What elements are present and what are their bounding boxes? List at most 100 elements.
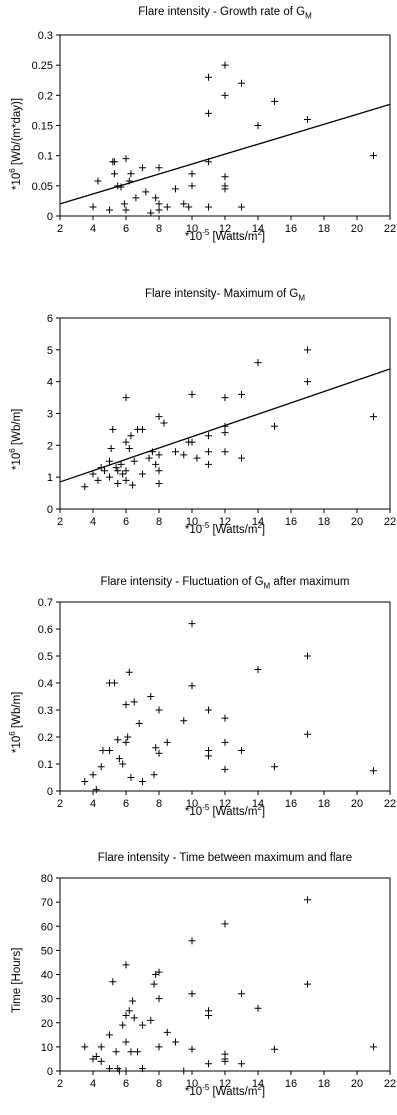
y-tick-label: 5 — [47, 345, 53, 357]
x-tick-label: 16 — [285, 798, 297, 810]
data-point — [94, 476, 102, 484]
x-tick-label: 18 — [318, 798, 330, 810]
data-point — [130, 457, 138, 465]
data-point — [205, 203, 212, 211]
x-tick-label: 12 — [219, 223, 231, 235]
data-point — [106, 473, 113, 481]
data-point — [160, 419, 168, 427]
x-tick-label: 14 — [252, 798, 264, 810]
data-point — [155, 706, 163, 714]
y-axis-label: *106 [Wb/(m*day)] — [8, 97, 23, 190]
data-point — [304, 378, 311, 386]
data-point — [155, 1043, 163, 1051]
data-point — [188, 182, 196, 190]
x-tick-label: 20 — [351, 798, 363, 810]
x-axis-label: *10-5 [Watts/m2] — [184, 521, 266, 536]
data-point — [172, 185, 179, 193]
data-point — [122, 394, 130, 402]
data-point — [188, 390, 196, 398]
data-point — [124, 733, 132, 741]
trend-line — [59, 103, 391, 205]
data-point — [238, 747, 245, 754]
data-point — [205, 158, 212, 166]
x-tick-label: 22 — [384, 516, 396, 528]
data-point — [92, 1053, 100, 1061]
data-point — [127, 774, 135, 781]
data-point — [119, 470, 127, 478]
x-tick-label: 6 — [123, 798, 129, 810]
data-point — [110, 679, 118, 687]
y-tick-label: 6 — [47, 313, 53, 325]
data-point — [122, 961, 130, 969]
y-tick-label: 1 — [47, 472, 53, 484]
data-point — [147, 693, 155, 700]
data-point — [125, 445, 133, 453]
data-point — [155, 995, 163, 1003]
chart-time-between: Flare intensity - Time between maximum a… — [0, 845, 397, 1115]
data-point — [125, 668, 133, 676]
x-tick-label: 18 — [318, 516, 330, 528]
x-axis-label: *10-5 [Watts/m2] — [184, 228, 266, 243]
data-point — [109, 978, 117, 986]
data-point — [155, 164, 163, 172]
data-point — [238, 1060, 245, 1068]
data-point — [221, 1057, 229, 1065]
data-point — [180, 717, 188, 725]
data-point — [97, 1043, 105, 1051]
y-tick-label: 0.25 — [32, 60, 53, 72]
x-tick-label: 6 — [123, 223, 129, 235]
chart-growth-rate: Flare intensity - Growth rate of GM 0 0.0… — [0, 0, 397, 270]
data-point — [109, 425, 117, 433]
data-point — [150, 771, 158, 779]
plot-frame — [59, 877, 391, 1072]
data-point — [304, 896, 311, 904]
data-point — [193, 454, 201, 462]
data-point — [172, 448, 179, 456]
x-axis-label: *10-5 [Watts/m2] — [184, 1083, 266, 1098]
data-point — [238, 454, 245, 462]
data-point — [370, 413, 377, 421]
x-tick-label: 18 — [318, 1078, 330, 1090]
data-point — [106, 206, 113, 214]
data-point — [122, 1067, 130, 1075]
y-tick-label: 0.1 — [38, 759, 53, 771]
data-point — [221, 429, 229, 437]
data-point — [180, 451, 188, 459]
data-point — [205, 448, 212, 456]
data-point — [180, 1067, 188, 1075]
data-point — [122, 206, 130, 214]
data-point — [139, 778, 146, 786]
x-tick-label: 12 — [219, 516, 231, 528]
data-point — [221, 182, 229, 190]
data-point — [238, 390, 245, 398]
data-point — [127, 432, 135, 440]
data-point — [205, 1012, 212, 1020]
data-point — [188, 438, 196, 446]
data-point — [106, 1031, 113, 1039]
x-tick-label: 22 — [384, 798, 396, 810]
data-point — [205, 432, 212, 440]
data-point — [127, 170, 135, 178]
data-point — [304, 115, 311, 123]
data-point — [148, 448, 156, 456]
x-tick-label: 10 — [186, 1078, 198, 1090]
data-point — [271, 97, 278, 105]
data-point — [139, 425, 146, 433]
x-tick-label: 4 — [90, 516, 96, 528]
data-point — [147, 1016, 155, 1024]
y-tick-label: 3 — [47, 409, 53, 421]
data-point — [122, 155, 130, 163]
y-tick-label: 0 — [47, 211, 53, 223]
data-point — [221, 91, 229, 99]
data-point — [238, 990, 245, 998]
data-point — [107, 445, 115, 453]
data-point — [155, 968, 163, 976]
data-point — [205, 752, 212, 760]
x-tick-label: 20 — [351, 223, 363, 235]
data-point — [89, 771, 97, 779]
data-point — [188, 937, 196, 945]
data-point — [147, 209, 155, 217]
data-point — [139, 1021, 146, 1029]
chart-title: Flare intensity - Time between maximum a… — [97, 852, 353, 864]
data-point — [370, 767, 377, 775]
